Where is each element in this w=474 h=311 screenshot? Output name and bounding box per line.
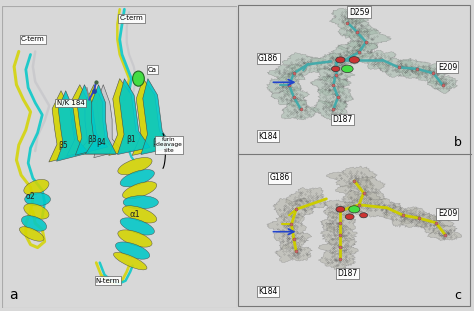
Polygon shape (323, 200, 362, 220)
Ellipse shape (24, 204, 49, 219)
Ellipse shape (120, 218, 155, 235)
Text: E209: E209 (438, 63, 457, 72)
Text: β3: β3 (87, 135, 97, 144)
Polygon shape (327, 166, 377, 190)
Text: C-term: C-term (119, 15, 143, 21)
Text: G186: G186 (270, 174, 290, 183)
Ellipse shape (118, 157, 152, 175)
Ellipse shape (113, 253, 147, 270)
Circle shape (336, 57, 345, 63)
Polygon shape (132, 79, 173, 156)
Polygon shape (396, 59, 435, 78)
Text: α2: α2 (26, 192, 36, 201)
Ellipse shape (120, 169, 155, 187)
Ellipse shape (21, 216, 46, 231)
Circle shape (360, 213, 367, 218)
Text: G186: G186 (258, 54, 278, 63)
Circle shape (349, 206, 360, 213)
Ellipse shape (122, 182, 157, 199)
Text: β2: β2 (153, 138, 162, 147)
Polygon shape (320, 223, 357, 246)
Polygon shape (66, 85, 107, 156)
Polygon shape (310, 53, 349, 72)
Polygon shape (318, 250, 356, 272)
Polygon shape (319, 236, 358, 257)
Polygon shape (77, 85, 116, 154)
Polygon shape (267, 63, 307, 84)
Polygon shape (416, 214, 454, 234)
Polygon shape (56, 91, 89, 161)
Polygon shape (317, 86, 354, 110)
Ellipse shape (25, 193, 50, 206)
Circle shape (336, 207, 345, 212)
Polygon shape (282, 100, 318, 120)
Polygon shape (427, 75, 458, 94)
Polygon shape (366, 198, 402, 217)
Polygon shape (141, 79, 173, 155)
Text: β1: β1 (127, 135, 137, 144)
Circle shape (341, 65, 353, 72)
Polygon shape (275, 240, 312, 262)
Text: D259: D259 (349, 8, 369, 16)
Polygon shape (118, 79, 150, 155)
Polygon shape (428, 225, 462, 241)
Text: E209: E209 (438, 209, 457, 218)
Ellipse shape (24, 179, 49, 195)
Text: β4: β4 (96, 138, 106, 147)
Polygon shape (273, 230, 312, 249)
Polygon shape (267, 211, 307, 235)
Polygon shape (338, 16, 378, 40)
Polygon shape (317, 65, 355, 86)
Polygon shape (310, 76, 351, 96)
Text: α1: α1 (129, 210, 140, 219)
Ellipse shape (122, 206, 157, 223)
Polygon shape (109, 79, 149, 156)
Text: K184: K184 (258, 132, 278, 141)
Text: D187: D187 (337, 269, 357, 278)
Polygon shape (375, 58, 413, 77)
Circle shape (349, 57, 359, 63)
Text: N-term: N-term (96, 278, 120, 284)
Text: N/K 184: N/K 184 (56, 100, 84, 106)
Polygon shape (273, 198, 316, 224)
Polygon shape (341, 190, 384, 216)
Polygon shape (85, 85, 117, 154)
Polygon shape (329, 8, 369, 30)
Polygon shape (49, 91, 87, 162)
Polygon shape (337, 40, 378, 60)
Circle shape (331, 66, 340, 72)
Polygon shape (336, 176, 386, 203)
Polygon shape (94, 85, 122, 158)
Polygon shape (411, 63, 450, 84)
Polygon shape (282, 53, 326, 77)
Polygon shape (311, 100, 348, 121)
Polygon shape (400, 208, 438, 228)
Text: C-term: C-term (21, 36, 45, 42)
Text: a: a (9, 288, 18, 302)
Polygon shape (328, 45, 365, 69)
Text: Ca: Ca (148, 67, 157, 72)
Text: b: b (454, 137, 461, 150)
Text: β5: β5 (59, 141, 68, 150)
Polygon shape (266, 73, 302, 96)
Circle shape (345, 214, 354, 220)
Ellipse shape (19, 227, 44, 241)
Circle shape (133, 71, 144, 86)
Text: furin
cleavage
site: furin cleavage site (155, 137, 182, 153)
Polygon shape (320, 211, 356, 233)
Text: K184: K184 (258, 287, 278, 296)
Polygon shape (356, 50, 396, 70)
Text: D187: D187 (333, 115, 353, 124)
Ellipse shape (116, 242, 150, 259)
Polygon shape (271, 87, 310, 108)
Polygon shape (384, 206, 419, 227)
Polygon shape (285, 188, 328, 211)
Text: c: c (455, 289, 461, 302)
Polygon shape (343, 28, 391, 51)
Ellipse shape (123, 196, 158, 209)
Ellipse shape (118, 230, 152, 247)
Polygon shape (75, 85, 108, 155)
